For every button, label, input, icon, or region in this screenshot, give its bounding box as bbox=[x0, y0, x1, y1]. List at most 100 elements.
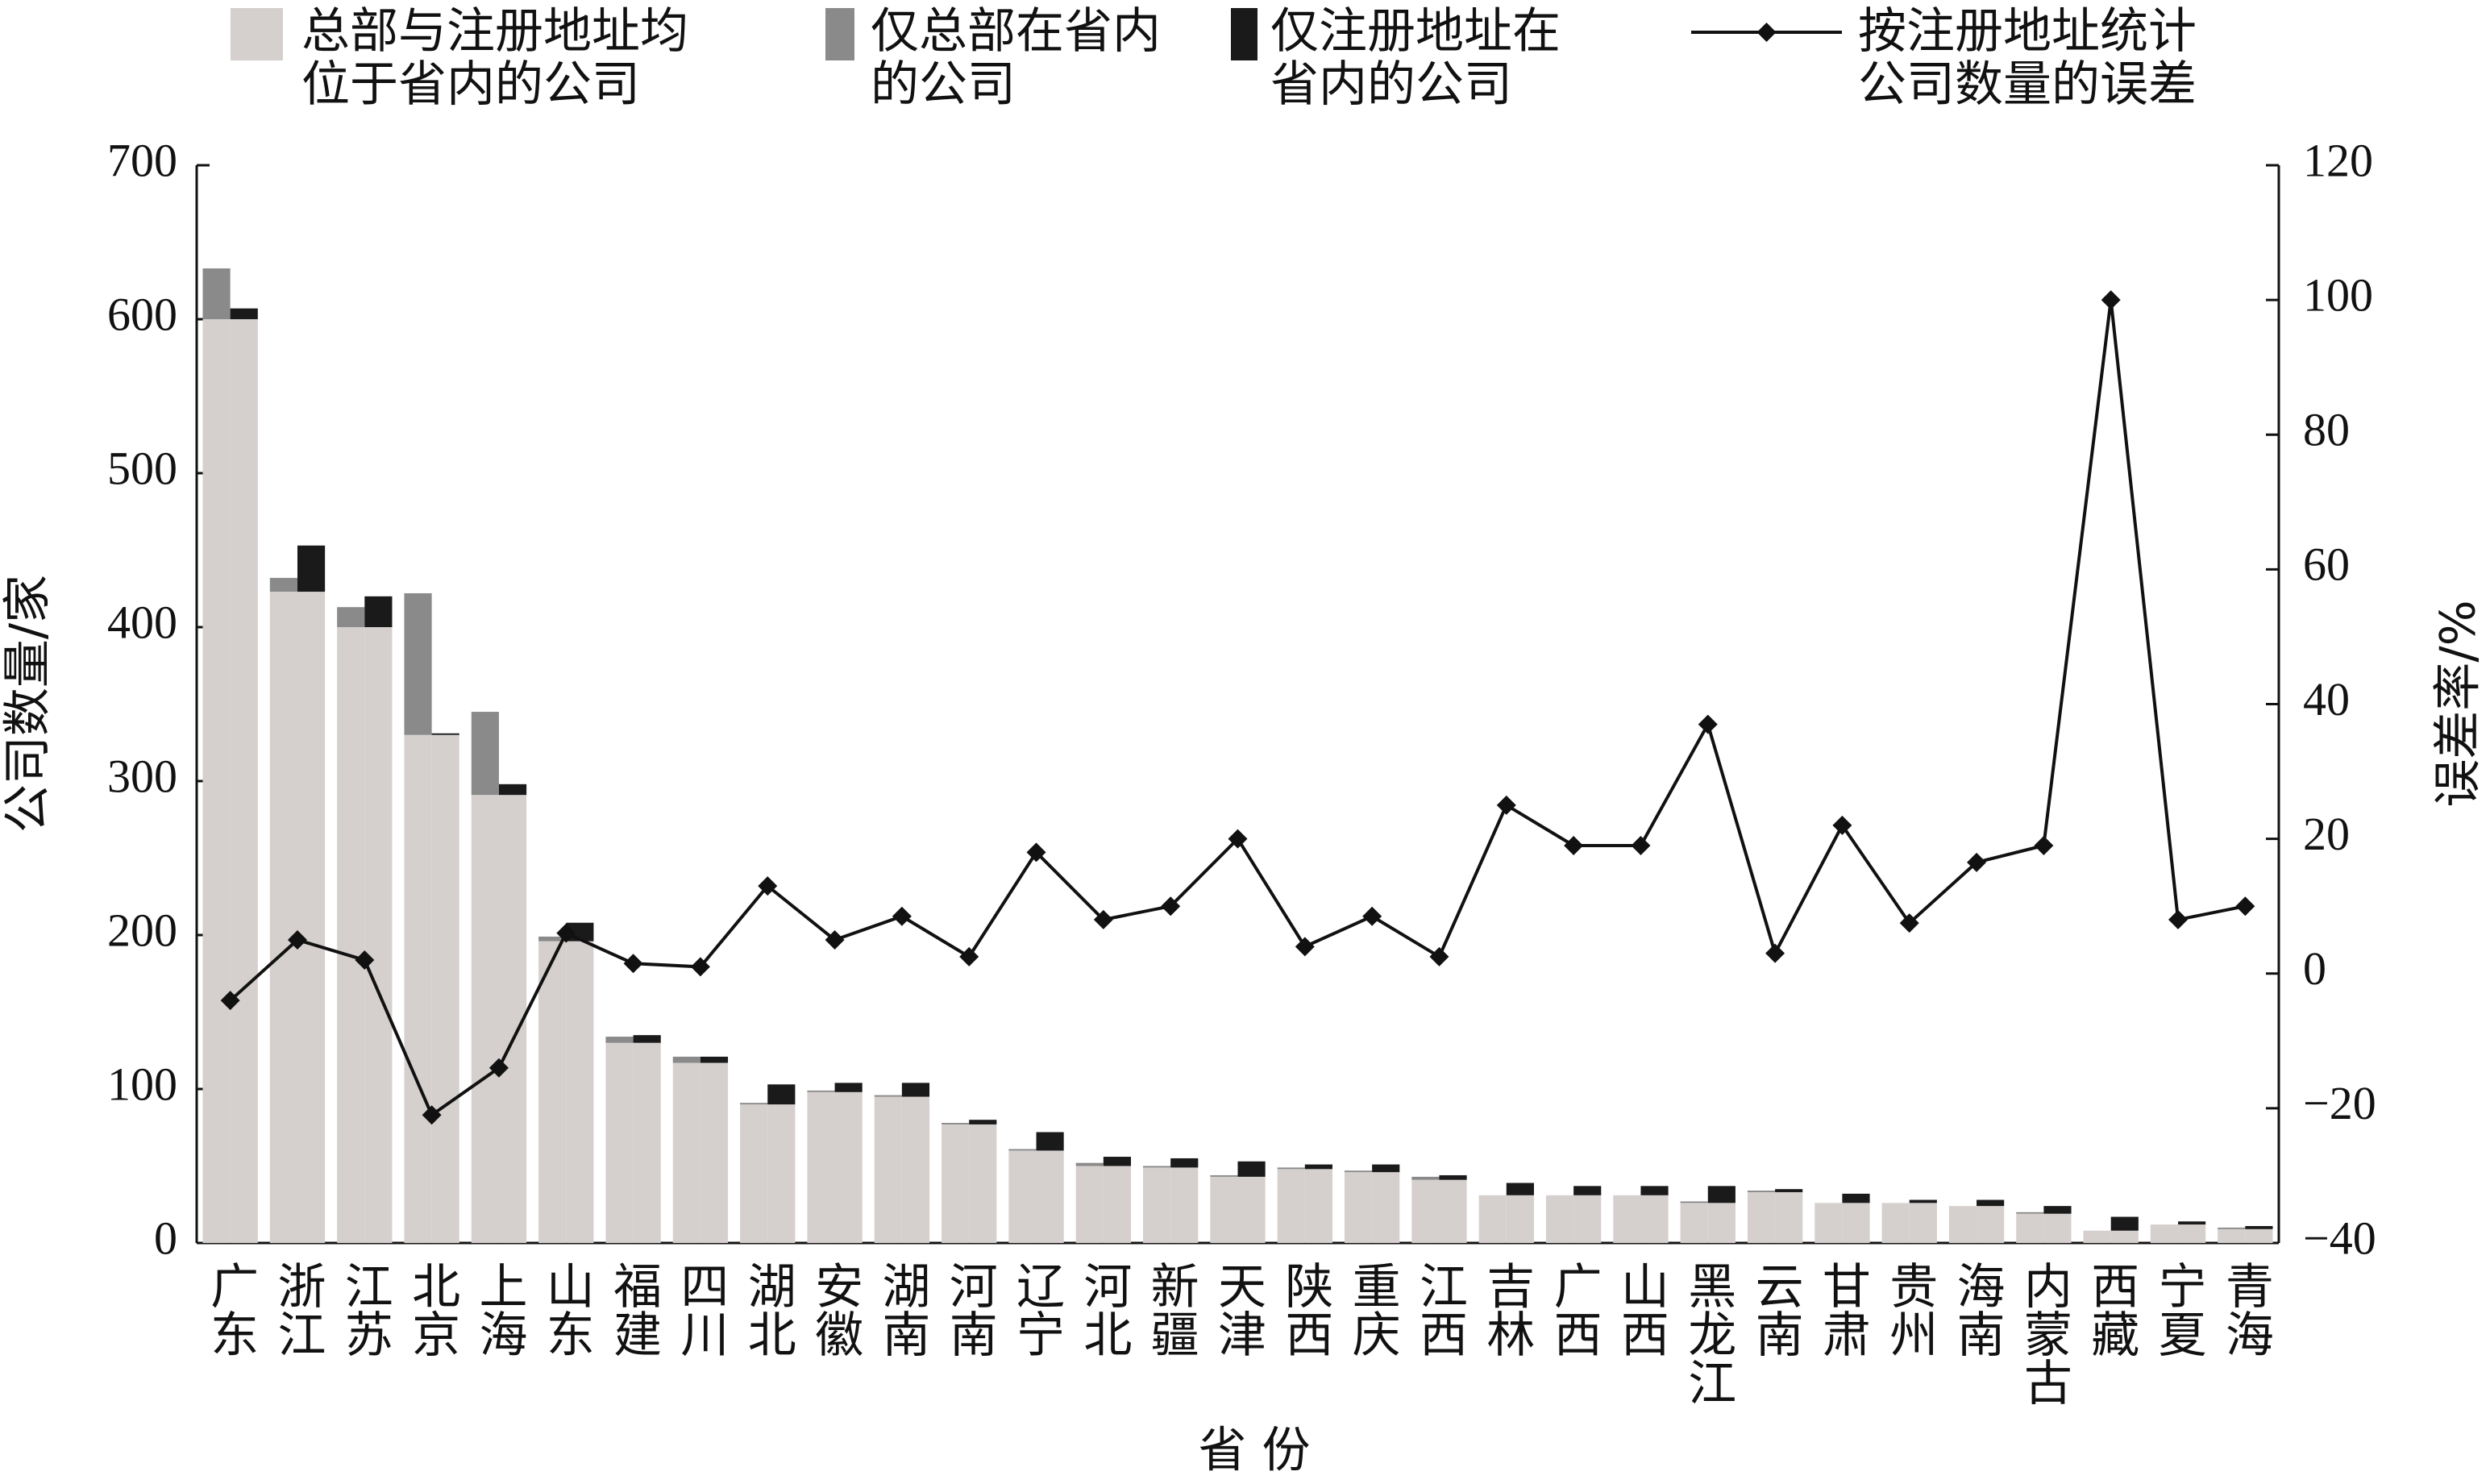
x-tick-label: 重庆 bbox=[1344, 1261, 1400, 1357]
bar-segment bbox=[1411, 1176, 1440, 1180]
bar-segment bbox=[1237, 1161, 1266, 1177]
x-tick-label: 新疆 bbox=[1142, 1261, 1199, 1357]
line-marker bbox=[1026, 842, 1046, 863]
bar-segment bbox=[471, 712, 499, 796]
bar-segment bbox=[2043, 1213, 2072, 1243]
bar-segment bbox=[1573, 1186, 1602, 1195]
bar-segment bbox=[1439, 1174, 1467, 1180]
bar-segment bbox=[1008, 1149, 1037, 1151]
line-marker bbox=[892, 906, 912, 926]
y2-tick-label: 40 bbox=[2303, 673, 2350, 725]
bar-segment bbox=[1304, 1164, 1332, 1170]
bar-segment bbox=[1237, 1176, 1266, 1243]
y2-tick-label: 0 bbox=[2303, 942, 2326, 995]
legend-label: 总部与注册地址均位于省内的公司 bbox=[301, 3, 688, 113]
bar-segment bbox=[969, 1120, 997, 1124]
bar-segment bbox=[2218, 1228, 2246, 1243]
bar-segment bbox=[364, 596, 393, 627]
bar-segment bbox=[1747, 1191, 1776, 1192]
line-marker bbox=[1362, 906, 1382, 926]
line-marker bbox=[287, 929, 307, 950]
bar-segment bbox=[2016, 1213, 2044, 1243]
x-tick-label: 湖南 bbox=[874, 1261, 930, 1357]
line-marker bbox=[623, 954, 643, 974]
line-marker bbox=[2034, 835, 2054, 855]
x-tick-label: 海南 bbox=[1948, 1261, 2005, 1357]
bar-segment bbox=[874, 1096, 902, 1243]
x-tick-label: 广西 bbox=[1545, 1261, 1602, 1357]
y2-tick-label: 80 bbox=[2303, 404, 2350, 456]
bar-segment bbox=[471, 795, 499, 1243]
bar-segment bbox=[1613, 1195, 1641, 1243]
bar-segment bbox=[337, 627, 365, 1243]
bar-segment bbox=[2178, 1221, 2206, 1225]
line-marker bbox=[488, 1058, 509, 1078]
y2-tick-label: 60 bbox=[2303, 538, 2350, 591]
bar-segment bbox=[1103, 1157, 1132, 1166]
line-marker bbox=[2235, 896, 2255, 917]
bar-segment bbox=[605, 1042, 634, 1243]
y-tick-label: 0 bbox=[154, 1212, 177, 1264]
bar-segment bbox=[269, 592, 297, 1243]
y-tick-label: 700 bbox=[107, 134, 177, 186]
bar-segment bbox=[834, 1083, 863, 1092]
bar-segment bbox=[2178, 1224, 2206, 1243]
bar-segment bbox=[901, 1096, 930, 1243]
line-marker bbox=[1564, 835, 1584, 855]
y2-axis-title: 误差率/% bbox=[2430, 600, 2487, 807]
x-tick-label: 青海 bbox=[2217, 1261, 2273, 1357]
y-tick-label: 300 bbox=[107, 750, 177, 802]
line-marker bbox=[2168, 909, 2189, 929]
bar-segment bbox=[672, 1062, 700, 1243]
bar-segment bbox=[498, 784, 527, 796]
bar-segment bbox=[1775, 1191, 1803, 1243]
line-marker bbox=[556, 923, 576, 943]
bar-segment bbox=[566, 941, 594, 1243]
x-tick-label: 山西 bbox=[1612, 1261, 1669, 1357]
bar-segment bbox=[942, 1124, 970, 1243]
line-marker bbox=[1967, 852, 1987, 872]
bar-segment bbox=[942, 1123, 970, 1124]
x-tick-label: 吉林 bbox=[1478, 1261, 1535, 1357]
bar-segment bbox=[1881, 1203, 1910, 1243]
bar-segment bbox=[1842, 1193, 1870, 1203]
x-tick-label: 黑龙江 bbox=[1680, 1261, 1736, 1406]
bar-segment bbox=[538, 941, 567, 1243]
line-marker bbox=[1161, 896, 1181, 917]
legend-swatch bbox=[231, 8, 283, 60]
bar-segment bbox=[404, 734, 432, 1243]
line-marker bbox=[690, 957, 710, 977]
bar-segment bbox=[1372, 1172, 1400, 1243]
bar-segment bbox=[1210, 1174, 1238, 1177]
bar-segment bbox=[2245, 1225, 2273, 1229]
bar-segment bbox=[538, 936, 567, 942]
bar-segment bbox=[672, 1056, 700, 1063]
line-marker bbox=[1496, 795, 1516, 815]
bar-segment bbox=[1977, 1206, 2005, 1243]
bar-segment bbox=[1411, 1179, 1440, 1243]
bar-segment bbox=[2043, 1206, 2072, 1214]
bar-segment bbox=[1573, 1195, 1602, 1243]
bar-segment bbox=[767, 1084, 796, 1105]
bar-segment bbox=[807, 1090, 835, 1092]
bar-segment bbox=[1680, 1201, 1708, 1203]
x-axis-title: 省 份 bbox=[1198, 1423, 1310, 1479]
x-tick-label: 内蒙古 bbox=[2015, 1261, 2072, 1406]
bar-segment bbox=[1948, 1206, 1977, 1243]
bar-segment bbox=[633, 1042, 661, 1243]
line-marker bbox=[825, 929, 845, 950]
x-tick-label: 湖北 bbox=[739, 1261, 796, 1357]
bar-segment bbox=[1210, 1176, 1238, 1243]
bar-segment bbox=[2110, 1216, 2139, 1231]
x-tick-label: 福建 bbox=[605, 1261, 662, 1357]
bar-segment bbox=[633, 1035, 661, 1043]
x-tick-label: 陕西 bbox=[1277, 1261, 1333, 1357]
bar-segment bbox=[1036, 1132, 1064, 1151]
y-tick-label: 500 bbox=[107, 442, 177, 494]
bar-segment bbox=[2245, 1228, 2273, 1243]
legend-marker bbox=[1756, 23, 1777, 42]
bar-segment bbox=[297, 545, 326, 592]
bar-segment bbox=[337, 607, 365, 627]
line bbox=[229, 299, 2246, 1118]
